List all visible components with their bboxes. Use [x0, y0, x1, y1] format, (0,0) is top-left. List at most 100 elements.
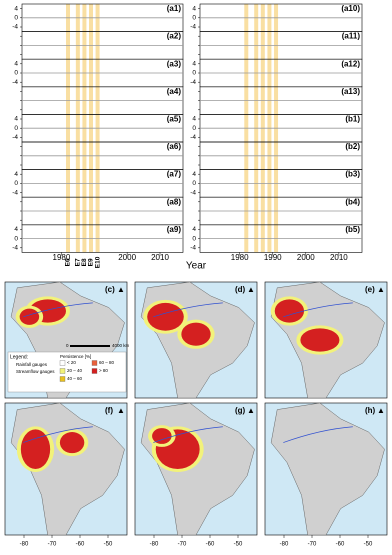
y-tick-label: 4 [192, 116, 196, 123]
y-tick-label: 4 [192, 5, 196, 12]
x-tick-label: 2000 [118, 253, 136, 262]
y-tick-label: -4 [12, 189, 18, 196]
y-tick-label: 0 [14, 15, 18, 22]
lon-tick-label: -80 [20, 542, 29, 548]
legend-swatch [59, 376, 66, 382]
y-tick-label: 0 [192, 15, 196, 22]
lon-tick-label: -70 [48, 542, 57, 548]
panel-label: (a13) [341, 87, 360, 96]
north-arrow: ▲ [377, 285, 385, 294]
panel-label: (b1) [345, 115, 360, 124]
y-tick-label: 4 [14, 116, 18, 123]
panel-label: (b3) [345, 170, 360, 179]
lon-tick-label: -80 [150, 542, 159, 548]
y-tick-label: 4 [192, 171, 196, 178]
legend-swatch [59, 368, 66, 374]
persistence-patch [181, 322, 211, 346]
panel-label: (b4) [345, 197, 360, 206]
river [283, 302, 353, 318]
y-tick-label: 4 [192, 61, 196, 68]
river [283, 426, 353, 443]
map-panel-label: (d) [235, 285, 246, 294]
event-label: E6 [65, 258, 72, 266]
legend-class: 60 – 80 [99, 360, 115, 365]
legend-swatch [91, 368, 98, 374]
y-tick-label: 4 [14, 61, 18, 68]
panel-label: (a6) [167, 142, 182, 151]
legend-class: > 80 [99, 368, 108, 373]
y-tick-label: 0 [192, 70, 196, 77]
north-arrow: ▲ [117, 406, 125, 415]
x-tick-label: 2000 [297, 253, 315, 262]
y-tick-label: -4 [190, 245, 196, 252]
event-label: E10 [94, 256, 101, 268]
river [153, 302, 223, 318]
event-label: E8 [81, 258, 88, 266]
map-panel-label: (g) [235, 406, 246, 415]
y-tick-label: -4 [12, 245, 18, 252]
y-tick-label: 4 [14, 171, 18, 178]
legend-class: < 20 [67, 360, 76, 365]
lon-tick-label: -60 [76, 542, 85, 548]
panel-label: (a5) [167, 115, 182, 124]
x-tick-label: 1980 [231, 253, 249, 262]
legend-title: Legend: [10, 354, 28, 360]
legend-class: 20 – 40 [67, 368, 83, 373]
legend-box [7, 351, 127, 393]
y-tick-label: -4 [190, 134, 196, 141]
legend-rainfall: Rainfall gauges [16, 362, 48, 367]
persistence-patch [20, 429, 51, 470]
scale-bar [70, 345, 110, 347]
panel-label: (b5) [345, 225, 360, 234]
y-tick-label: -4 [190, 24, 196, 31]
x-tick-label: 2010 [330, 253, 348, 262]
panel-label: (a10) [341, 4, 360, 13]
panel-label: (a11) [342, 32, 361, 41]
x-tick-label: 2010 [151, 253, 169, 262]
x-axis-title: Year [186, 261, 207, 272]
north-arrow: ▲ [377, 406, 385, 415]
y-tick-label: 0 [14, 70, 18, 77]
persistence-patch [274, 299, 305, 323]
legend-class: 40 – 60 [67, 376, 83, 381]
event-label: E7 [75, 258, 82, 266]
scale-label: 0 [66, 343, 69, 348]
legend-streamflow: Streamflow gauges [16, 369, 55, 374]
y-tick-label: -4 [12, 134, 18, 141]
legend-swatch [59, 360, 66, 366]
persistence-patch [152, 428, 172, 444]
panel-label: (a8) [167, 197, 182, 206]
persistence-patch [147, 302, 184, 331]
y-tick-label: 4 [14, 226, 18, 233]
map-land [270, 402, 385, 536]
y-tick-label: -4 [190, 189, 196, 196]
panel-label: (a9) [167, 225, 182, 234]
lon-tick-label: -80 [280, 542, 289, 548]
lon-tick-label: -50 [104, 542, 113, 548]
lon-tick-label: -70 [308, 542, 317, 548]
panel-label: (a7) [167, 170, 182, 179]
north-arrow: ▲ [247, 285, 255, 294]
y-tick-label: 0 [192, 180, 196, 187]
x-tick-label: 1990 [264, 253, 282, 262]
lon-tick-label: -60 [206, 542, 215, 548]
panel-label: (a1) [167, 4, 182, 13]
y-tick-label: 0 [14, 125, 18, 132]
map-panel-label: (h) [365, 406, 376, 415]
y-tick-label: -4 [12, 79, 18, 86]
legend-swatch [91, 360, 98, 366]
north-arrow: ▲ [247, 406, 255, 415]
y-tick-label: -4 [12, 24, 18, 31]
map-panel-label: (f) [105, 406, 113, 415]
y-tick-label: 0 [14, 180, 18, 187]
panel-label: (b2) [345, 142, 360, 151]
legend-persistence: Persistence [%] [60, 354, 91, 359]
y-tick-label: 0 [192, 125, 196, 132]
event-label: E9 [88, 258, 95, 266]
lon-tick-label: -70 [178, 542, 187, 548]
persistence-patch [59, 432, 85, 454]
y-tick-label: 4 [192, 226, 196, 233]
y-tick-label: 0 [192, 235, 196, 242]
panel-label: (a4) [167, 87, 182, 96]
